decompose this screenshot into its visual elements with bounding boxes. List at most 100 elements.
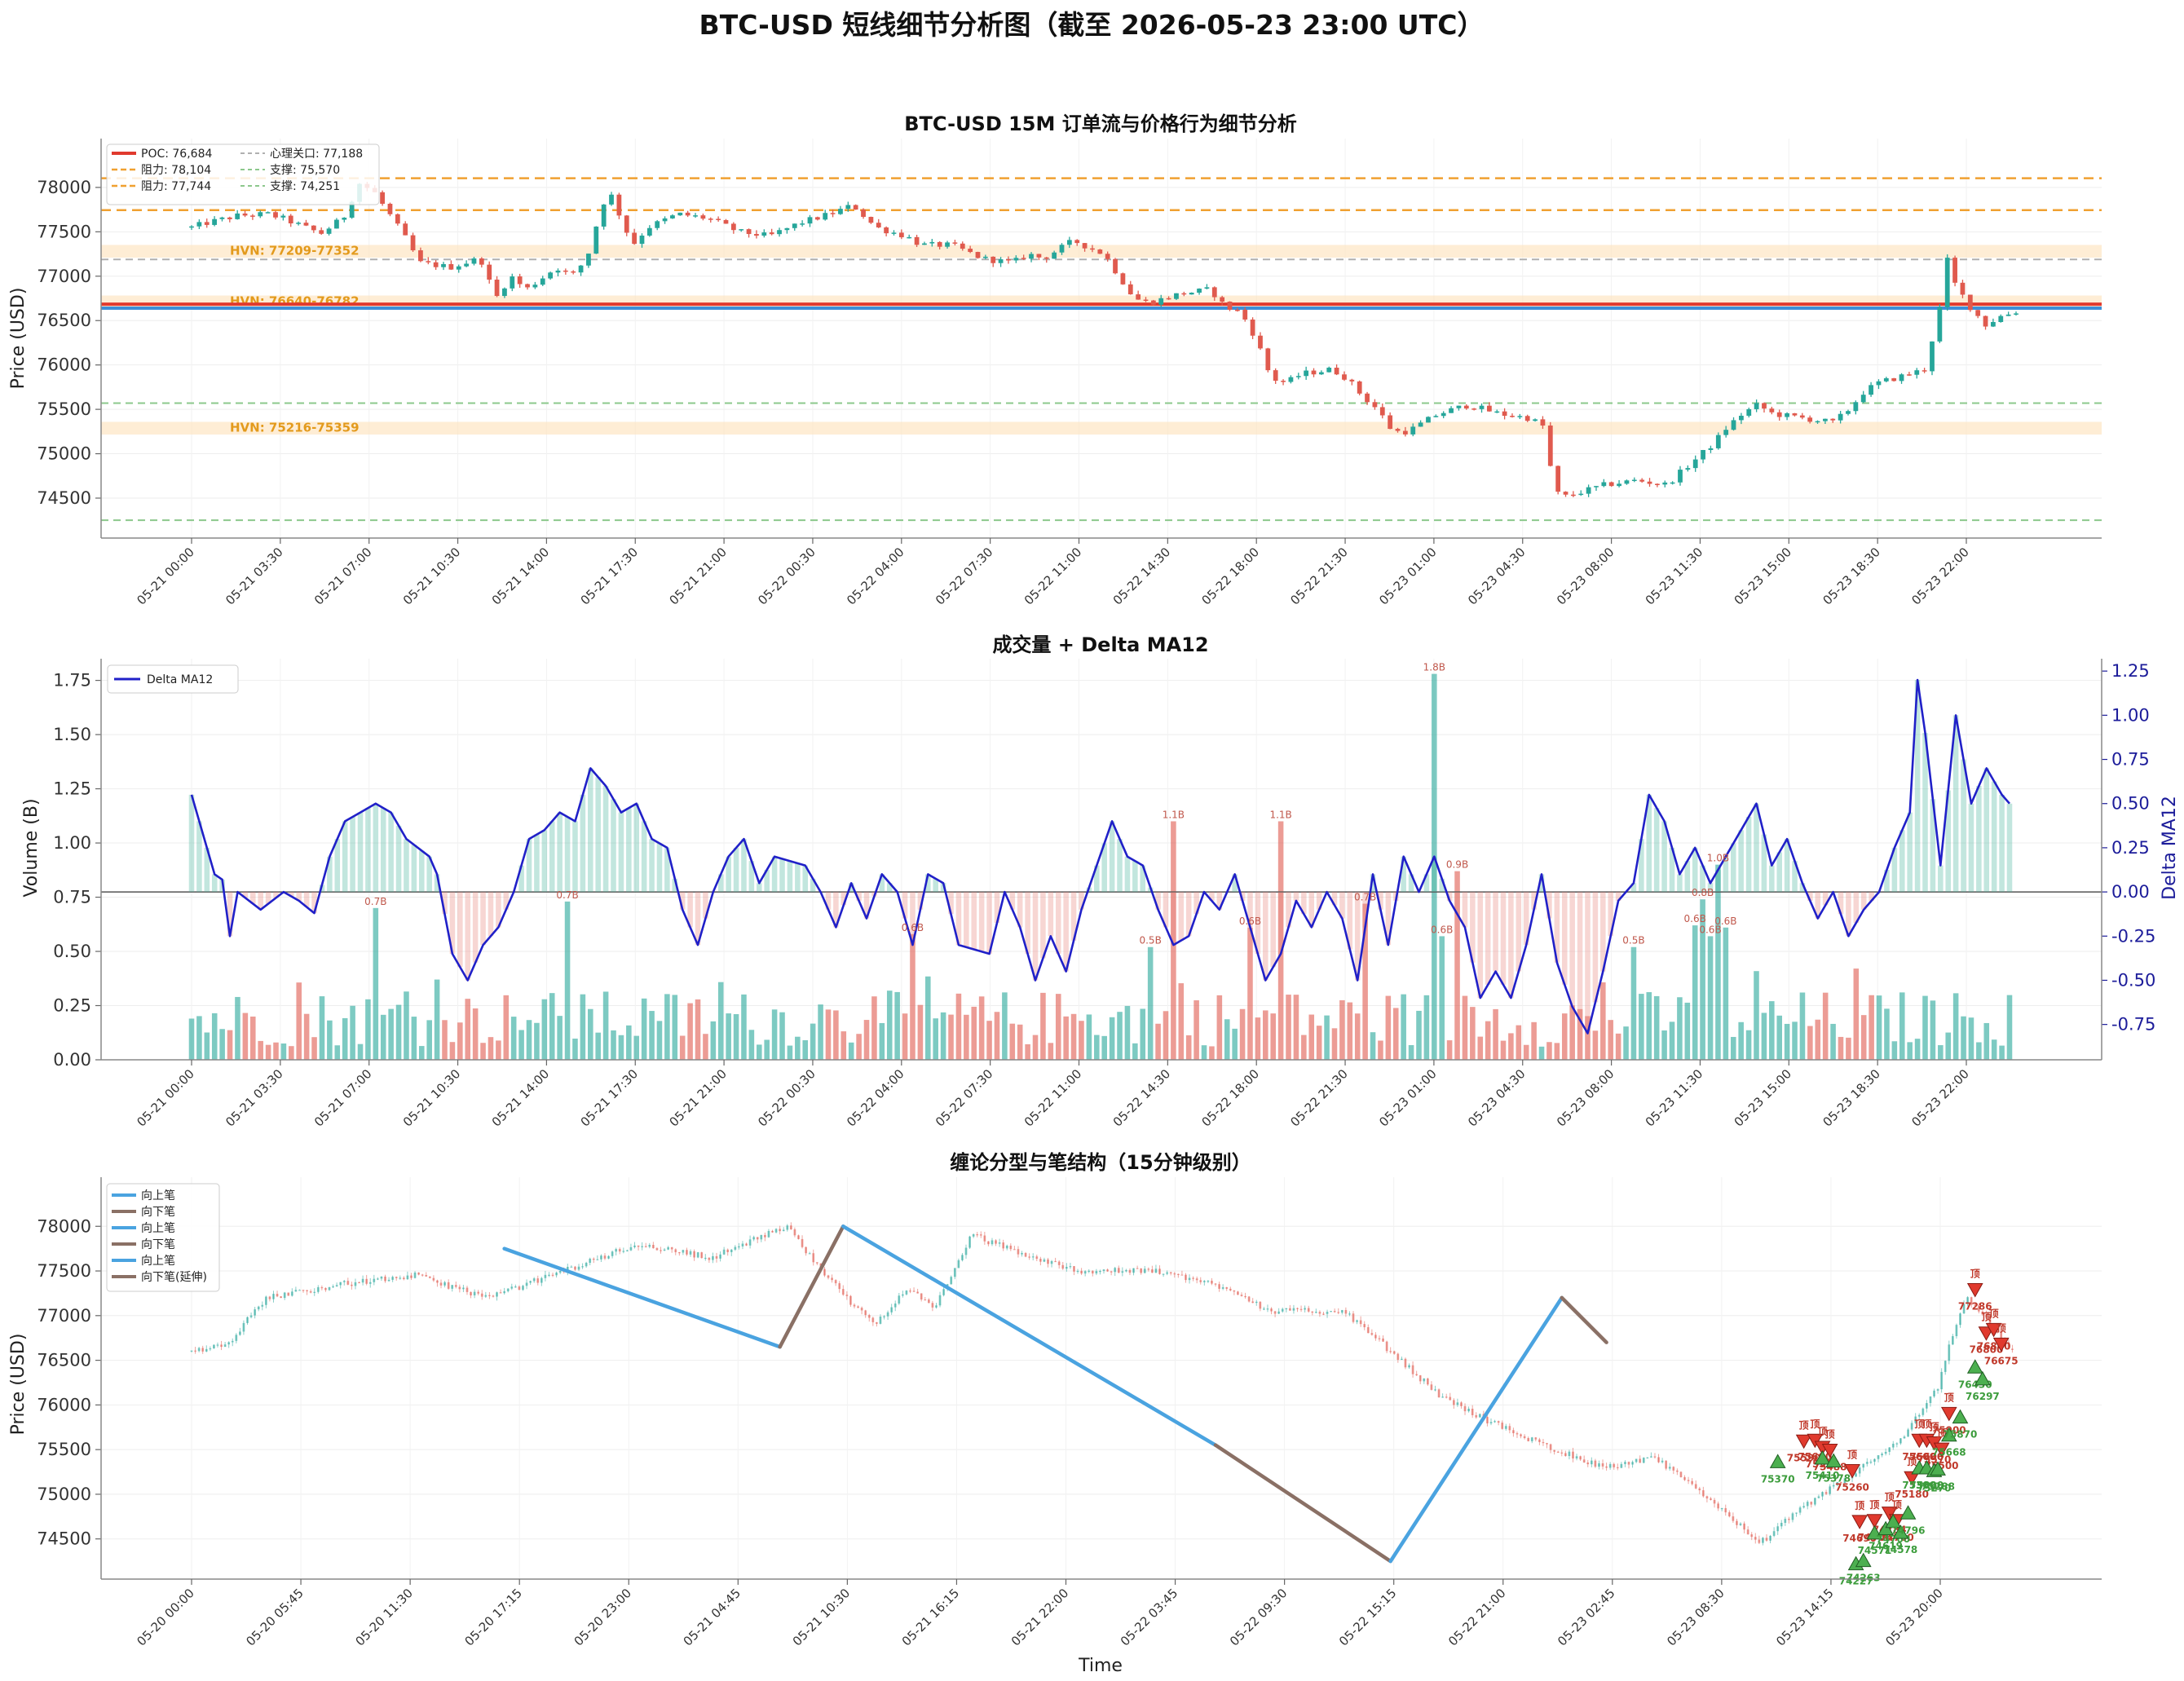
chan-candle-body xyxy=(376,1278,379,1280)
volume-bar xyxy=(2006,995,2013,1060)
chan-candle-body xyxy=(1348,1313,1351,1315)
volume-bar xyxy=(242,1013,249,1060)
fractal-top-tag: 顶 xyxy=(1921,1418,1931,1430)
chan-candle-body xyxy=(708,1257,711,1260)
chan-ylabel: Price (USD) xyxy=(8,1334,29,1436)
price-candle-body xyxy=(1334,368,1339,375)
chan-candle-body xyxy=(789,1225,792,1229)
fractal-top-marker xyxy=(1881,1507,1898,1521)
price-candle-body xyxy=(677,212,683,216)
fractal-top-tag: 顶 xyxy=(1825,1428,1835,1440)
volume-bar xyxy=(964,1014,969,1060)
chan-candle-body xyxy=(1102,1269,1105,1272)
fractal-top-tag: 顶 xyxy=(1996,1322,2006,1334)
volume-bar xyxy=(273,1042,279,1060)
delta-ytick-label: 1.25 xyxy=(2111,661,2150,681)
volume-bar xyxy=(618,1035,624,1060)
price-candle-body xyxy=(410,235,416,251)
volume-value-label: 0.6B xyxy=(1431,924,1453,935)
price-candle-body xyxy=(830,213,836,214)
chan-candle-body xyxy=(272,1294,275,1299)
fractal-bottom-marker xyxy=(1974,1370,1991,1386)
price-candle-body xyxy=(1678,470,1683,483)
chan-grid xyxy=(101,1177,2102,1579)
volume-bar xyxy=(1776,1015,1783,1060)
price-candle-body xyxy=(235,213,240,219)
price-candle-body xyxy=(311,225,316,231)
price-candle-body xyxy=(494,280,500,297)
hvn-zone-label: HVN: 77209-77352 xyxy=(230,243,360,258)
chan-candle-body xyxy=(1125,1269,1127,1272)
chan-candle-body xyxy=(827,1275,830,1278)
price-candle-body xyxy=(814,217,820,220)
price-candle-body xyxy=(1342,374,1347,380)
delta-ylabel: Delta MA12 xyxy=(2160,796,2180,900)
chan-candle-body xyxy=(544,1274,547,1278)
volume-bar xyxy=(357,1043,364,1060)
figure-title: BTC-USD 短线细节分析图（截至 2026-05-23 23:00 UTC） xyxy=(699,9,1485,41)
chan-candle-body xyxy=(1259,1301,1262,1309)
chan-candle-body xyxy=(696,1252,699,1258)
chan-candle-body xyxy=(786,1225,789,1230)
up-stroke xyxy=(1388,1295,1564,1564)
chan-candle-body xyxy=(1494,1421,1496,1423)
price-candle-body xyxy=(1860,395,1866,403)
chan-panel: 缠论分型与笔结构（15分钟级别） 顶75590顶75600顶75520顶7548… xyxy=(8,1151,2102,1676)
chan-ytick-label: 76500 xyxy=(37,1351,91,1370)
volume-bar xyxy=(541,999,548,1060)
volume-value-label: 0.7B xyxy=(364,896,386,907)
chan-candle-body xyxy=(1281,1308,1284,1312)
volume-bar xyxy=(1715,864,1721,1060)
price-ytick-label: 74500 xyxy=(37,488,91,508)
volume-bar xyxy=(395,1004,402,1060)
fractal-top-tag: 顶 xyxy=(1981,1312,1991,1323)
chan-candle-body xyxy=(1437,1389,1441,1398)
chan-candle-body xyxy=(1028,1256,1031,1258)
fractal-top-value: 75260 xyxy=(1835,1481,1869,1493)
chan-candle-body xyxy=(1553,1449,1556,1452)
chan-candle-body xyxy=(1653,1456,1657,1458)
price-candle-body xyxy=(571,271,576,273)
chan-candle-body xyxy=(1005,1246,1008,1249)
price-candle-body xyxy=(380,192,385,204)
price-candle-body xyxy=(502,288,507,297)
chan-candle-body xyxy=(1508,1426,1511,1431)
chan-candle-body xyxy=(197,1348,201,1352)
volume-bar xyxy=(1063,1016,1069,1060)
price-candle-body xyxy=(1930,341,1935,372)
price-candle-body xyxy=(1158,298,1164,305)
chan-candle-body xyxy=(1065,1267,1068,1269)
price-candle-body xyxy=(1853,402,1859,412)
price-candle-body xyxy=(1960,282,1966,295)
volume-bar xyxy=(1446,1040,1453,1060)
volume-bar xyxy=(1432,673,1437,1060)
fractal-top-value: 75600 xyxy=(1910,1451,1944,1463)
chan-strokes xyxy=(502,1224,1608,1564)
price-candle-body xyxy=(212,218,217,225)
volume-bar xyxy=(1884,1008,1890,1060)
volume-bar xyxy=(994,1012,1000,1060)
chan-candle-body xyxy=(730,1249,733,1252)
volume-bar xyxy=(1738,1021,1744,1060)
price-candle-body xyxy=(1708,448,1714,450)
price-candle-body xyxy=(1242,310,1248,320)
chan-candle-body xyxy=(548,1274,550,1276)
volume-bar xyxy=(1891,1041,1898,1060)
volume-bar xyxy=(1945,1032,1952,1060)
volume-value-label: 0.7B xyxy=(556,889,578,901)
volume-bar xyxy=(672,995,678,1060)
volume-value-label: 0.5B xyxy=(1622,935,1644,946)
chan-candle-body xyxy=(1556,1451,1560,1453)
chan-candle-body xyxy=(1389,1351,1392,1352)
volume-bar xyxy=(557,1016,563,1060)
fractal-bottom-marker xyxy=(1930,1461,1946,1476)
fractal-bottom-value: 75870 xyxy=(1944,1429,1978,1441)
fractal-top-marker xyxy=(1807,1433,1824,1449)
volume-bar xyxy=(1239,1008,1246,1060)
price-candle-body xyxy=(250,215,255,217)
volume-ytick-label: 0.50 xyxy=(53,942,91,961)
delta-ytick-label: 0.25 xyxy=(2111,838,2150,858)
fractal-top-tag: 顶 xyxy=(1885,1492,1895,1503)
volume-bar xyxy=(472,1008,479,1060)
chan-candle-body xyxy=(693,1251,695,1258)
